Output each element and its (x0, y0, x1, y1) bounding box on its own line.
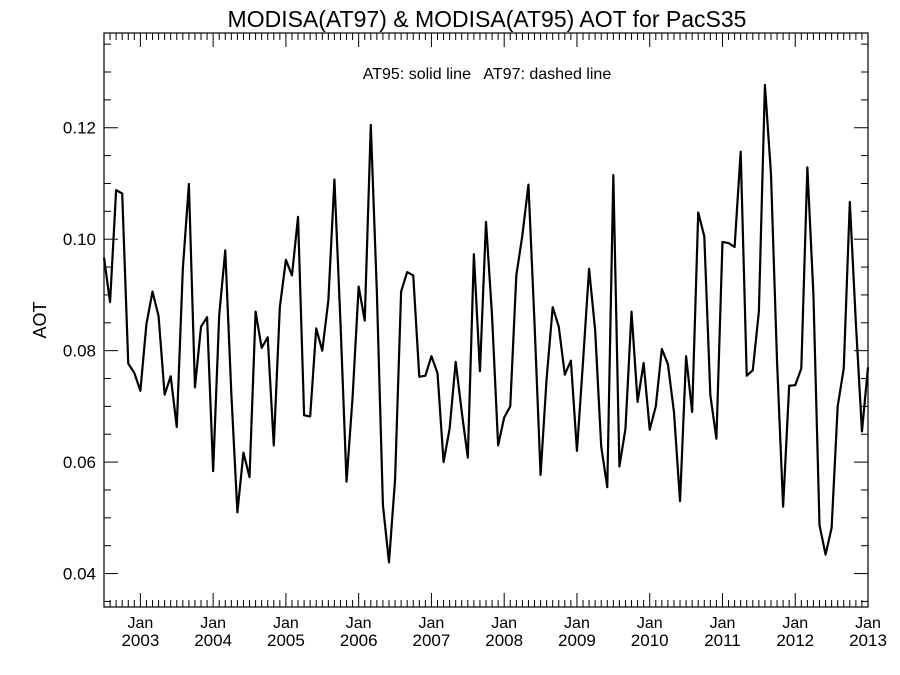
y-tick-label: 0.12 (63, 119, 96, 138)
series-line-solid (102, 83, 870, 564)
y-tick-label: 0.08 (63, 342, 96, 361)
x-tick-year-label: 2009 (558, 631, 596, 650)
x-tick-month-label: Jan (273, 615, 299, 632)
x-tick-year-label: 2012 (776, 631, 814, 650)
x-axis: Jan2003Jan2004Jan2005Jan2006Jan2007Jan20… (103, 33, 887, 650)
x-tick-month-label: Jan (491, 615, 517, 632)
y-axis: 0.04 0.06 0.08 0.10 0.12 (63, 43, 868, 602)
x-tick-year-label: 2013 (849, 631, 887, 650)
x-tick-year-label: 2007 (413, 631, 451, 650)
x-tick-year-label: 2011 (704, 631, 741, 650)
x-tick-month-label: Jan (782, 615, 808, 632)
x-tick-month-label: Jan (419, 615, 445, 632)
y-tick-label: 0.04 (63, 565, 96, 584)
y-tick-label: 0.10 (63, 230, 96, 249)
x-tick-year-label: 2010 (631, 631, 669, 650)
x-tick-year-label: 2006 (340, 631, 378, 650)
y-tick-label: 0.06 (63, 453, 96, 472)
series-layer (102, 83, 870, 564)
y-axis-label: AOT (30, 301, 50, 338)
x-tick-month-label: Jan (855, 615, 881, 632)
x-tick-month-label: Jan (200, 615, 226, 632)
x-tick-year-label: 2004 (194, 631, 232, 650)
x-tick-month-label: Jan (564, 615, 590, 632)
x-tick-month-label: Jan (710, 615, 736, 632)
x-tick-month-label: Jan (637, 615, 663, 632)
legend-note: AT95: solid line AT97: dashed line (363, 66, 612, 83)
x-tick-year-label: 2008 (485, 631, 523, 650)
x-tick-month-label: Jan (346, 615, 372, 632)
x-tick-year-label: 2003 (121, 631, 159, 650)
chart-title: MODISA(AT97) & MODISA(AT95) AOT for PacS… (228, 6, 747, 32)
x-tick-year-label: 2005 (267, 631, 305, 650)
x-tick-month-label: Jan (127, 615, 153, 632)
